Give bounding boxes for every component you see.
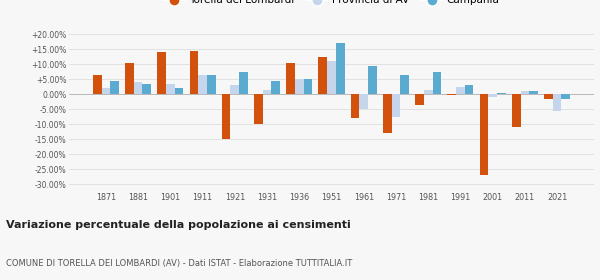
Legend: Torella dei Lombardi, Provincia di AV, Campania: Torella dei Lombardi, Provincia di AV, C… bbox=[160, 0, 503, 9]
Bar bbox=[239, 72, 248, 94]
Bar bbox=[157, 52, 166, 94]
Bar bbox=[368, 66, 377, 94]
Bar bbox=[383, 94, 392, 133]
Bar bbox=[424, 90, 433, 94]
Bar bbox=[488, 94, 497, 97]
Bar bbox=[263, 90, 271, 94]
Bar bbox=[359, 94, 368, 109]
Bar bbox=[207, 74, 215, 94]
Text: Variazione percentuale della popolazione ai censimenti: Variazione percentuale della popolazione… bbox=[6, 220, 351, 230]
Bar bbox=[134, 82, 142, 94]
Bar bbox=[142, 84, 151, 94]
Bar bbox=[529, 91, 538, 94]
Bar bbox=[433, 72, 441, 94]
Bar bbox=[295, 79, 304, 94]
Bar bbox=[175, 88, 184, 94]
Bar bbox=[512, 94, 521, 127]
Bar bbox=[93, 74, 101, 94]
Bar bbox=[304, 79, 313, 94]
Bar bbox=[271, 81, 280, 94]
Bar bbox=[222, 94, 230, 139]
Bar bbox=[327, 61, 336, 94]
Bar bbox=[254, 94, 263, 124]
Bar bbox=[101, 88, 110, 94]
Bar bbox=[497, 93, 506, 94]
Bar bbox=[166, 84, 175, 94]
Bar bbox=[350, 94, 359, 118]
Bar bbox=[553, 94, 562, 111]
Bar bbox=[110, 81, 119, 94]
Bar bbox=[400, 74, 409, 94]
Bar bbox=[456, 87, 465, 94]
Bar bbox=[415, 94, 424, 105]
Bar bbox=[125, 63, 134, 94]
Bar bbox=[392, 94, 400, 117]
Bar bbox=[562, 94, 570, 99]
Bar bbox=[319, 57, 327, 94]
Bar bbox=[336, 43, 344, 94]
Bar bbox=[465, 85, 473, 94]
Bar bbox=[190, 51, 198, 94]
Bar bbox=[448, 94, 456, 95]
Text: COMUNE DI TORELLA DEI LOMBARDI (AV) - Dati ISTAT - Elaborazione TUTTITALIA.IT: COMUNE DI TORELLA DEI LOMBARDI (AV) - Da… bbox=[6, 259, 352, 268]
Bar bbox=[198, 74, 207, 94]
Bar bbox=[544, 94, 553, 99]
Bar bbox=[521, 91, 529, 94]
Bar bbox=[479, 94, 488, 175]
Bar bbox=[286, 63, 295, 94]
Bar bbox=[230, 85, 239, 94]
